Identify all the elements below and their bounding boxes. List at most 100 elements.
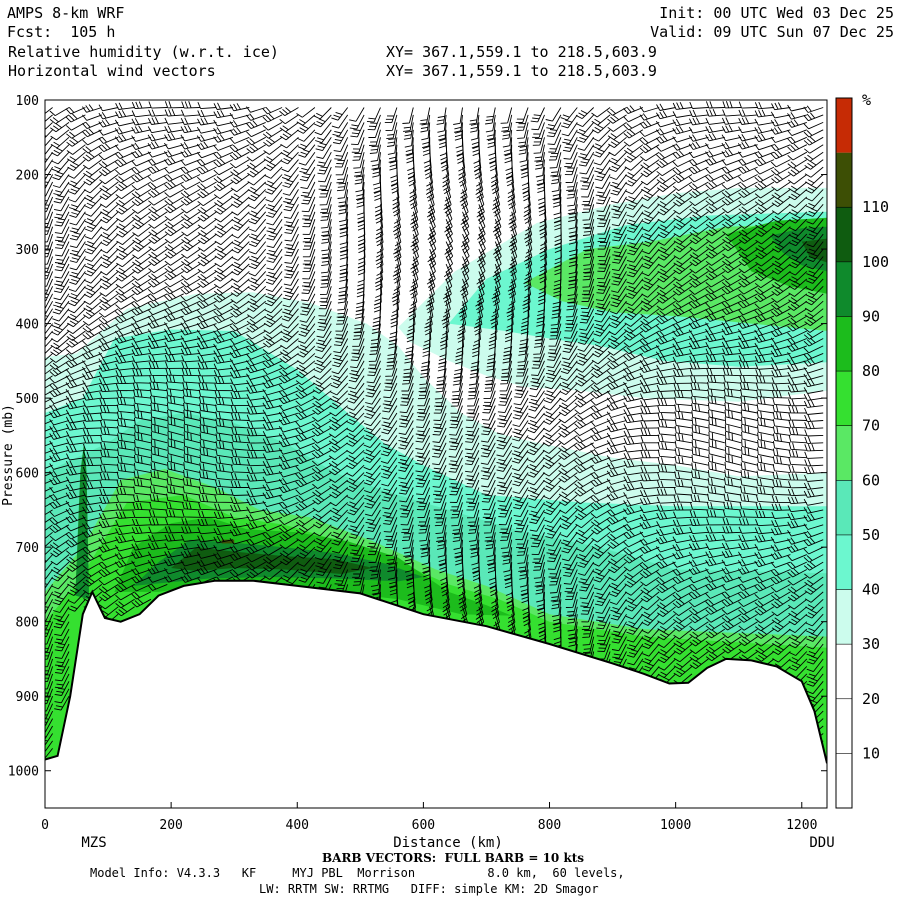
wind-barb	[412, 241, 420, 262]
wind-barb	[181, 510, 201, 518]
wind-barb	[148, 101, 168, 109]
wind-barb	[115, 166, 135, 176]
wind-barb	[100, 256, 119, 269]
wind-barb	[230, 189, 250, 201]
wind-barb	[230, 488, 250, 496]
wind-barb	[336, 166, 349, 184]
wind-barb	[45, 345, 53, 355]
wind-barb	[99, 278, 119, 290]
wind-barb	[82, 505, 102, 514]
wind-barb	[263, 561, 283, 572]
wind-barb	[98, 308, 119, 318]
wind-barb	[263, 554, 283, 564]
wind-barb	[262, 460, 283, 468]
wind-barb	[180, 300, 201, 309]
wind-barb	[369, 129, 381, 146]
wind-barb	[98, 343, 119, 352]
wind-barb	[213, 181, 234, 192]
wind-barb	[403, 539, 414, 557]
wind-barb	[247, 285, 267, 298]
wind-barb	[131, 348, 151, 357]
wind-barb	[281, 166, 299, 181]
wind-barb	[262, 359, 283, 369]
wind-barb	[295, 487, 316, 496]
wind-barb	[246, 364, 266, 374]
wind-barb	[295, 411, 316, 421]
wind-barb	[329, 502, 349, 514]
wind-barb	[399, 494, 414, 510]
y-tick-label: 600	[16, 467, 39, 482]
wind-barb	[98, 512, 119, 521]
wind-barb	[339, 234, 349, 253]
wind-barb	[147, 566, 168, 575]
wind-barb	[245, 531, 266, 538]
wind-barb	[320, 256, 332, 274]
wind-barb	[66, 437, 86, 446]
wind-barb	[65, 483, 86, 492]
wind-barb	[132, 211, 152, 222]
wind-barb	[197, 211, 217, 222]
wind-barb	[197, 263, 217, 274]
wind-barb	[320, 271, 332, 288]
wind-barb	[262, 531, 283, 540]
wind-barb	[164, 132, 184, 142]
wind-barb	[230, 166, 250, 177]
wind-barb	[246, 151, 266, 162]
wind-barb	[295, 501, 316, 511]
wind-barb	[45, 651, 54, 668]
wind-barb	[45, 666, 54, 683]
wind-barb	[131, 567, 152, 576]
wind-barb	[230, 504, 250, 512]
wind-barb	[65, 507, 86, 516]
wind-barb	[150, 424, 168, 436]
wind-barb	[329, 494, 349, 507]
wind-barb	[229, 349, 250, 359]
wind-barb	[248, 196, 267, 210]
wind-barb	[213, 110, 233, 119]
wind-barb	[116, 248, 135, 260]
wind-barb	[115, 174, 135, 184]
wind-barb	[98, 568, 119, 578]
wind-barb	[312, 420, 332, 430]
wind-barb	[334, 152, 349, 168]
wind-barb	[314, 114, 332, 128]
wind-barb	[66, 444, 86, 453]
wind-barb	[230, 480, 250, 488]
wind-barb	[284, 263, 299, 279]
wind-barb	[380, 442, 398, 457]
wind-barb	[339, 204, 349, 223]
wind-barb	[230, 472, 250, 481]
wind-barb	[320, 211, 332, 229]
wind-barb	[375, 249, 384, 269]
wind-barb	[68, 189, 86, 203]
wind-barb	[164, 333, 184, 343]
wind-barb	[183, 402, 201, 414]
wind-barb	[332, 546, 349, 562]
wind-barb	[283, 196, 299, 212]
wind-barb	[246, 521, 266, 530]
wind-barb	[229, 136, 250, 144]
wind-barb	[281, 151, 299, 165]
wind-barb	[199, 470, 217, 481]
wind-barb	[132, 256, 152, 267]
wind-barb	[213, 335, 234, 344]
wind-barb	[197, 241, 217, 252]
wind-barb	[279, 531, 299, 542]
wind-barb	[182, 493, 201, 503]
wind-barb	[353, 159, 365, 177]
wind-barb	[296, 114, 316, 126]
wind-barb	[329, 479, 348, 491]
wind-barb	[50, 546, 70, 558]
wind-barb	[115, 363, 135, 371]
x-axis-label: Distance (km)	[393, 835, 503, 851]
wind-barb	[49, 114, 70, 125]
wind-barb	[278, 508, 299, 517]
wind-barb	[98, 129, 119, 136]
wind-barb	[333, 330, 349, 347]
wind-barb	[99, 300, 119, 311]
wind-barb	[45, 211, 54, 228]
wind-barb	[147, 174, 168, 182]
wind-barb	[385, 360, 398, 377]
wind-barb	[133, 470, 151, 481]
wind-barb	[52, 300, 70, 315]
